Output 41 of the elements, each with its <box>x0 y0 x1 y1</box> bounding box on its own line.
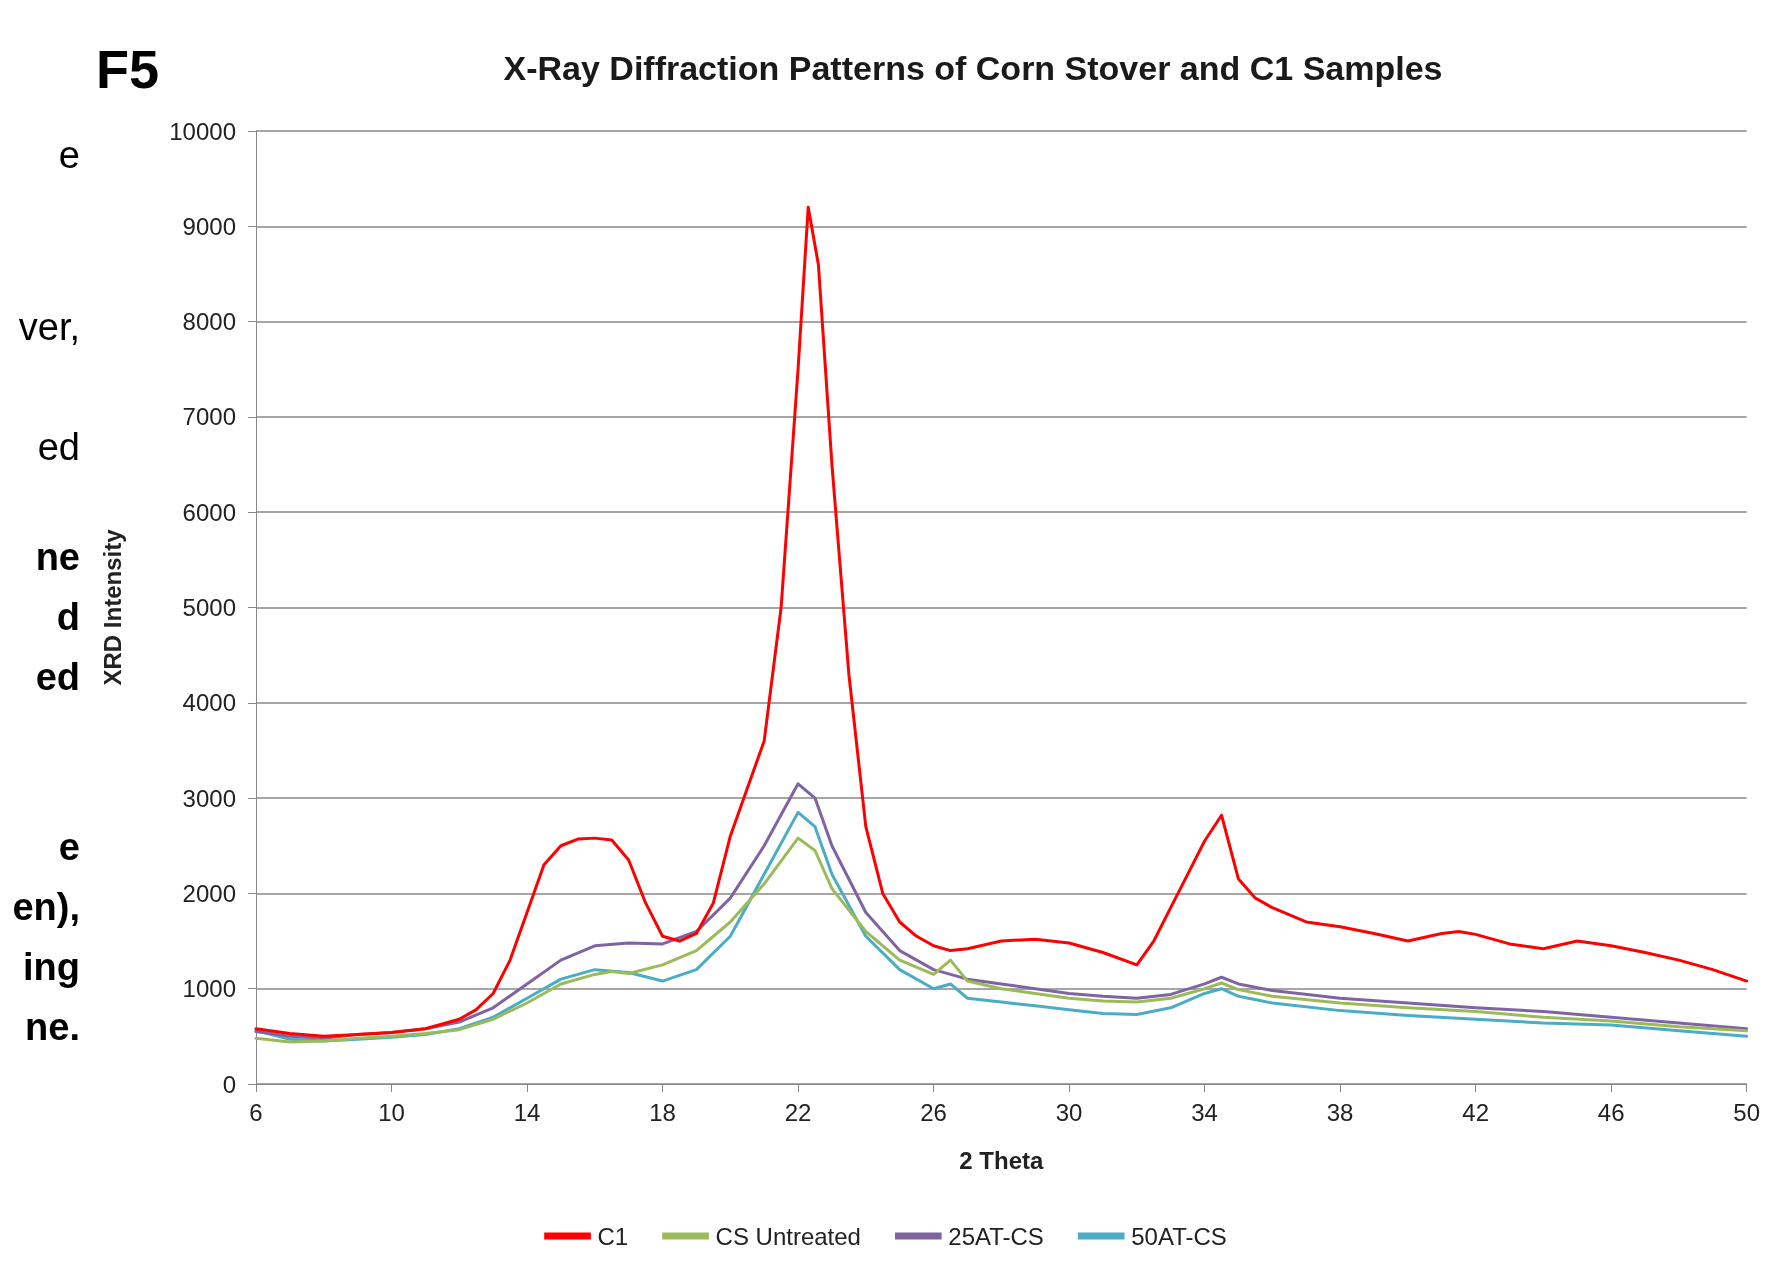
y-tick-label: 2000 <box>182 879 236 907</box>
text: e <box>58 134 81 176</box>
legend-label: 25AT-CS <box>948 1222 1044 1250</box>
text: ne <box>35 536 81 578</box>
y-tick-label: 5000 <box>182 594 236 621</box>
x-tick-label: 22 <box>784 1098 812 1126</box>
text: F5 <box>96 39 160 99</box>
text: ing <box>23 946 80 988</box>
x-tick-label: 10 <box>378 1098 405 1126</box>
x-tick-label: 30 <box>1055 1098 1083 1126</box>
y-tick-label: 1000 <box>182 975 236 1003</box>
x-tick-label: 46 <box>1597 1098 1625 1126</box>
y-tick-label: 3000 <box>182 784 236 812</box>
y-tick-label: 0 <box>222 1070 236 1098</box>
chart-title: X-Ray Diffraction Patterns of Corn Stover and C1 Samples <box>503 49 1443 87</box>
y-tick-label: 7000 <box>182 403 236 431</box>
text: ed <box>35 656 81 698</box>
x-tick-label: 50 <box>1733 1098 1760 1126</box>
y-tick-label: 4000 <box>182 689 236 717</box>
y-axis-title: XRD Intensity <box>98 528 126 686</box>
x-tick-label: 18 <box>649 1098 676 1126</box>
x-tick-label: 38 <box>1326 1098 1354 1126</box>
text: en), <box>12 886 80 928</box>
y-tick-label: 6000 <box>182 498 236 526</box>
legend-label: C1 <box>597 1222 629 1250</box>
x-tick-label: 14 <box>513 1098 541 1126</box>
text: ver, <box>18 306 80 348</box>
x-tick-label: 34 <box>1191 1098 1218 1126</box>
y-tick-label: 10000 <box>169 117 236 145</box>
text: d <box>56 596 81 638</box>
x-axis-title: 2 Theta <box>959 1146 1044 1174</box>
x-tick-label: 26 <box>920 1098 947 1126</box>
x-tick-label: 6 <box>249 1098 263 1126</box>
text: ne. <box>25 1006 80 1048</box>
y-tick-label: 9000 <box>182 212 236 240</box>
x-tick-label: 42 <box>1462 1098 1489 1126</box>
y-tick-label: 8000 <box>182 308 236 336</box>
text: ed <box>37 426 81 468</box>
text: e <box>58 826 81 868</box>
legend-label: CS Untreated <box>715 1222 861 1250</box>
legend-label: 50AT-CS <box>1131 1222 1227 1250</box>
